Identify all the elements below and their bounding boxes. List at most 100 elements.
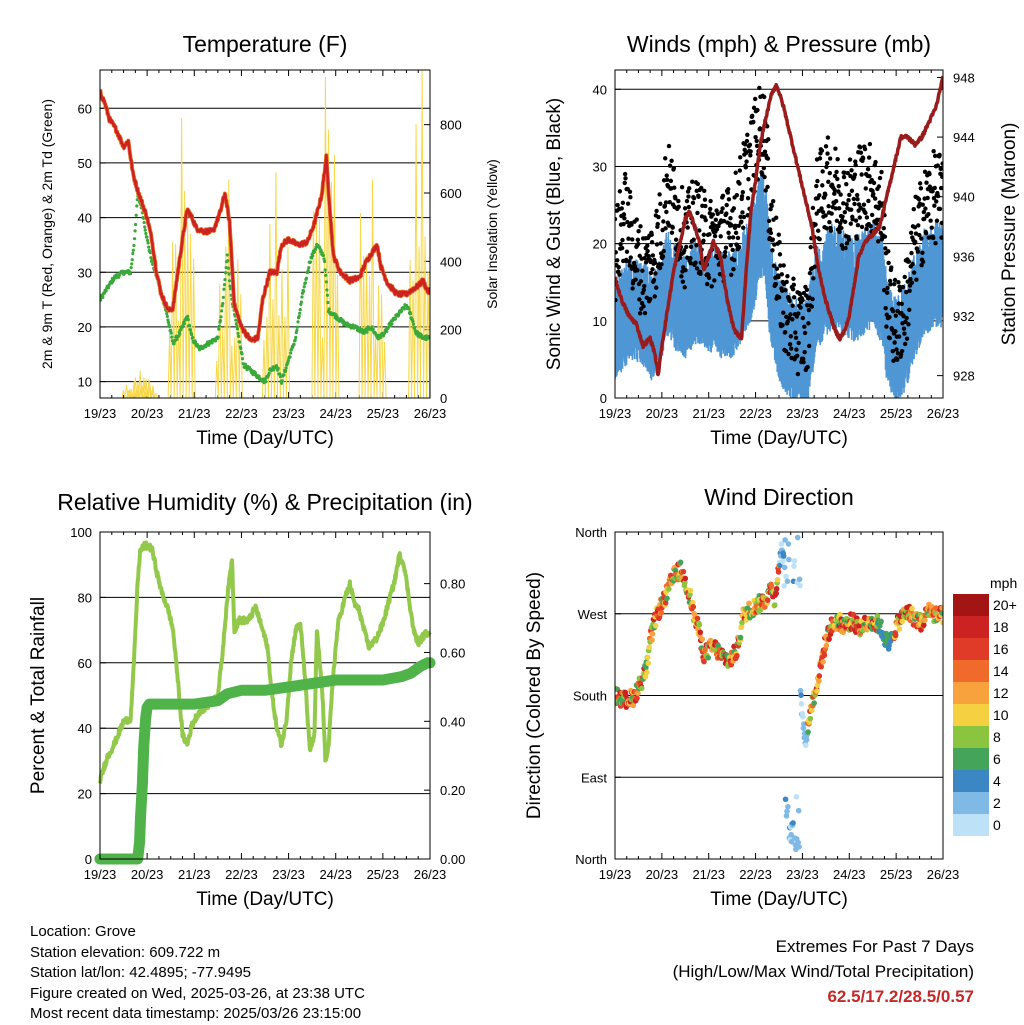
gust-point: [904, 289, 909, 295]
gust-point: [893, 329, 898, 334]
gust-point: [932, 203, 937, 208]
direction-series: [615, 534, 943, 853]
direction-point: [797, 582, 803, 589]
direction-point: [796, 576, 803, 583]
gust-point: [779, 288, 785, 293]
temp-2m-line: [100, 88, 430, 344]
dewpoint-point: [411, 319, 415, 324]
y-tick-label: 80: [78, 590, 92, 605]
gust-point: [720, 193, 726, 199]
gust-point: [663, 156, 668, 161]
dewpoint-point: [292, 342, 296, 346]
x-tick-label: 24/23: [833, 406, 866, 421]
gust-point: [694, 266, 700, 271]
gust-point: [693, 260, 698, 265]
gust-point: [786, 351, 791, 357]
gust-point: [800, 297, 805, 303]
gust-point: [744, 138, 750, 144]
gust-point: [825, 151, 830, 156]
gust-point: [836, 183, 841, 189]
dewpoint-point: [399, 309, 404, 313]
gust-point: [638, 224, 643, 229]
gust-point: [724, 211, 729, 216]
dewpoint-point: [220, 309, 224, 313]
direction-point: [680, 568, 687, 575]
direction-point: [696, 622, 703, 628]
legend-swatch: [953, 814, 989, 836]
dewpoint-point: [223, 277, 227, 282]
gust-point: [615, 297, 618, 303]
gust-point: [757, 85, 762, 91]
gust-point: [851, 196, 856, 202]
gust-point: [718, 234, 723, 239]
gust-point: [781, 263, 786, 268]
legend-swatch: [953, 660, 989, 682]
gust-point: [676, 198, 681, 204]
rh-line: [98, 540, 432, 784]
gust-point: [653, 271, 658, 276]
direction-point: [682, 579, 688, 586]
gust-point: [664, 173, 669, 178]
direction-point: [809, 707, 815, 714]
gust-point: [730, 235, 736, 240]
gust-point: [892, 277, 898, 283]
gust-point: [841, 201, 846, 206]
gust-point: [634, 217, 639, 222]
gust-point: [911, 270, 917, 275]
y-axis-label: Sonic Wind & Gust (Blue, Black): [544, 98, 565, 370]
gust-point: [913, 231, 919, 236]
gust-point: [932, 153, 938, 159]
gust-point: [710, 212, 716, 217]
direction-point: [781, 583, 787, 589]
legend-swatch: [953, 726, 989, 748]
gust-point: [916, 197, 922, 202]
gust-point: [779, 272, 785, 277]
legend-label: 18: [993, 619, 1009, 635]
gust-point: [630, 286, 635, 291]
dewpoint-point: [167, 325, 172, 329]
x-tick-label: 25/23: [880, 867, 913, 882]
gust-point: [844, 181, 849, 187]
dewpoint-point: [276, 366, 280, 370]
gust-point: [817, 193, 822, 198]
direction-point: [816, 678, 822, 684]
dewpoint-point: [311, 254, 315, 258]
gust-point: [661, 219, 666, 224]
gust-point: [787, 342, 793, 347]
dewpoint-point: [175, 337, 179, 342]
dewpoint-point: [235, 327, 240, 331]
dewpoint-point: [172, 342, 176, 346]
gust-point: [725, 190, 731, 195]
gust-point: [871, 180, 877, 186]
dewpoint-point: [299, 300, 303, 304]
gust-point: [733, 223, 738, 228]
gust-point: [874, 221, 879, 226]
gust-point: [765, 184, 770, 190]
dewpoint-point: [302, 289, 306, 294]
gust-point: [864, 215, 870, 220]
direction-point: [666, 586, 672, 592]
x-tick-label: 23/23: [272, 406, 305, 421]
gust-point: [860, 156, 866, 161]
gust-point: [624, 249, 630, 254]
gust-point: [619, 206, 624, 211]
direction-point: [694, 615, 701, 622]
direction-point: [773, 590, 779, 597]
y-tick-label: 30: [593, 159, 607, 174]
gust-point: [886, 249, 891, 254]
dewpoint-point: [188, 328, 193, 332]
gust-point: [853, 218, 859, 223]
gust-point: [917, 232, 922, 238]
gust-point: [846, 237, 852, 242]
gust-point: [663, 200, 669, 205]
gust-point: [791, 282, 797, 288]
gust-point: [847, 192, 852, 198]
gust-point: [641, 304, 646, 309]
y-right-tick-label: 932: [953, 309, 975, 324]
gust-point: [894, 347, 899, 352]
gust-point: [863, 210, 868, 216]
gust-point: [824, 160, 830, 166]
direction-point: [645, 660, 652, 667]
dewpoint-point: [179, 328, 183, 332]
